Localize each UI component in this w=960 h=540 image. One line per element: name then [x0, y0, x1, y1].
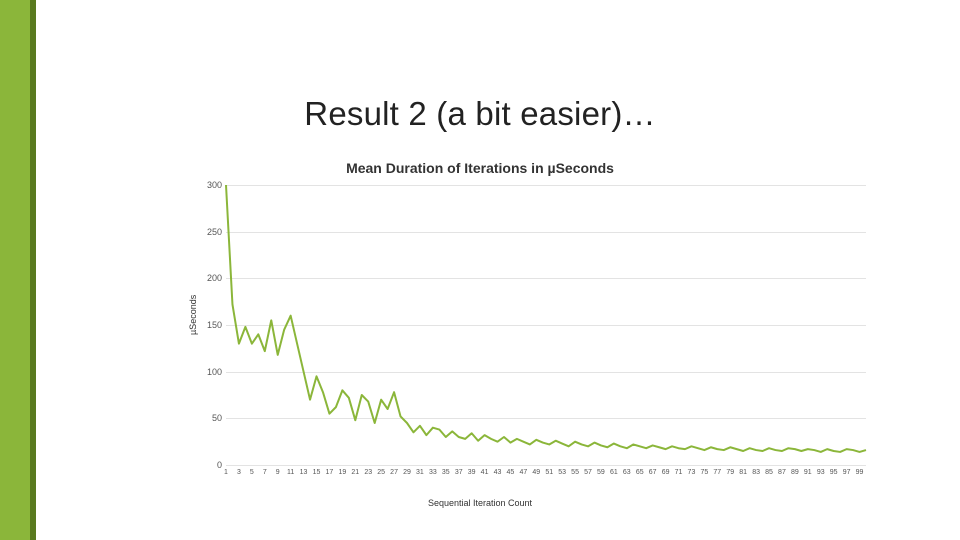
- x-tick-label: 53: [558, 469, 566, 476]
- x-tick-label: 85: [765, 469, 773, 476]
- x-tick-label: 65: [636, 469, 644, 476]
- x-tick-label: 87: [778, 469, 786, 476]
- x-tick-label: 11: [287, 469, 294, 476]
- series-line: [226, 185, 866, 452]
- x-tick-label: 55: [571, 469, 579, 476]
- x-tick-label: 27: [390, 469, 398, 476]
- x-tick-label: 23: [364, 469, 372, 476]
- x-tick-label: 97: [843, 469, 851, 476]
- x-tick-label: 99: [856, 469, 864, 476]
- x-tick-label: 77: [713, 469, 721, 476]
- x-tick-label: 21: [351, 469, 359, 476]
- x-tick-label: 17: [326, 469, 334, 476]
- x-tick-label: 5: [250, 469, 254, 476]
- slide-title: Result 2 (a bit easier)…: [0, 95, 960, 133]
- x-tick-label: 7: [263, 469, 267, 476]
- x-tick-label: 25: [377, 469, 385, 476]
- x-tick-label: 3: [237, 469, 241, 476]
- y-axis-label: µSeconds: [188, 295, 198, 335]
- x-tick-label: 67: [649, 469, 657, 476]
- x-tick-label: 75: [700, 469, 708, 476]
- x-tick-label: 45: [507, 469, 515, 476]
- x-tick-label: 37: [455, 469, 463, 476]
- x-tick-label: 15: [313, 469, 321, 476]
- x-tick-label: 49: [532, 469, 540, 476]
- x-tick-label: 9: [276, 469, 280, 476]
- x-tick-label: 89: [791, 469, 799, 476]
- x-tick-label: 63: [623, 469, 631, 476]
- x-tick-label: 13: [300, 469, 308, 476]
- chart-area: 050100150200250300 135791113151719212325…: [200, 185, 880, 485]
- x-tick-label: 73: [688, 469, 696, 476]
- chart-title: Mean Duration of Iterations in µSeconds: [0, 160, 960, 176]
- x-tick-label: 51: [545, 469, 553, 476]
- x-tick-label: 93: [817, 469, 825, 476]
- x-tick-label: 47: [519, 469, 527, 476]
- x-tick-label: 81: [739, 469, 747, 476]
- x-tick-label: 95: [830, 469, 838, 476]
- x-tick-label: 35: [442, 469, 450, 476]
- gridline: [226, 465, 866, 466]
- x-tick-label: 91: [804, 469, 812, 476]
- x-axis-label: Sequential Iteration Count: [0, 498, 960, 508]
- x-tick-label: 59: [597, 469, 605, 476]
- x-tick-label: 71: [675, 469, 683, 476]
- x-tick-label: 39: [468, 469, 476, 476]
- x-tick-label: 19: [338, 469, 346, 476]
- x-tick-label: 1: [224, 469, 228, 476]
- x-tick-label: 33: [429, 469, 437, 476]
- line-series: [200, 185, 866, 465]
- x-tick-label: 69: [662, 469, 670, 476]
- x-tick-label: 29: [403, 469, 411, 476]
- x-tick-label: 57: [584, 469, 592, 476]
- x-tick-label: 61: [610, 469, 618, 476]
- x-tick-label: 79: [726, 469, 734, 476]
- slide-accent-stripe: [0, 0, 30, 540]
- x-tick-label: 83: [752, 469, 760, 476]
- x-tick-label: 43: [494, 469, 502, 476]
- x-tick-label: 31: [416, 469, 424, 476]
- x-tick-label: 41: [481, 469, 489, 476]
